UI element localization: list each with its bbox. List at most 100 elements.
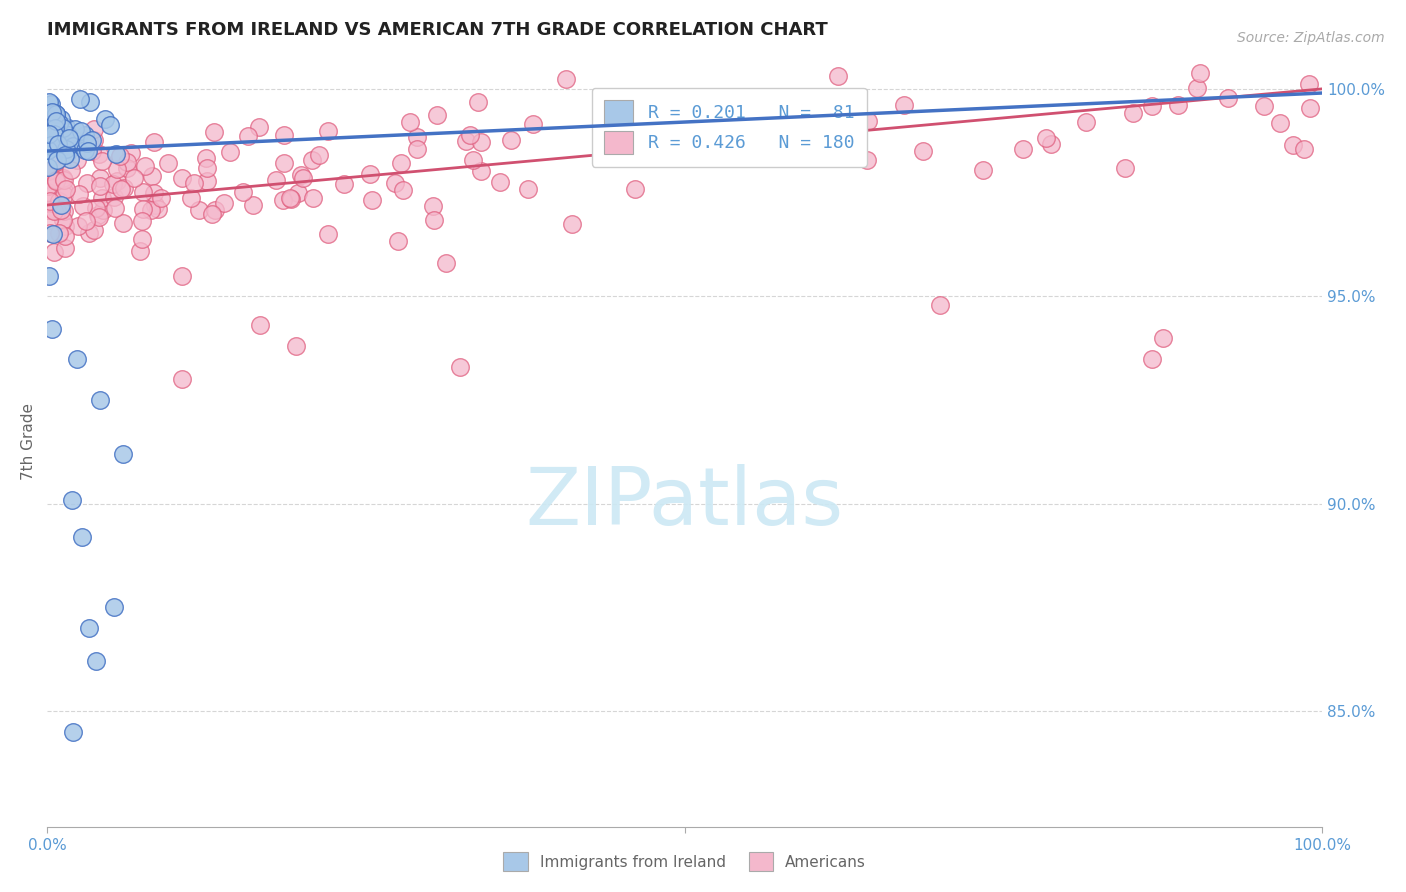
Point (384, 176, 406, 190)
Point (855, 153, 877, 167)
Point (183, 176, 205, 190)
Point (761, 137, 783, 152)
Point (499, 133, 522, 147)
Point (66, 351, 89, 366)
Point (42, 126, 65, 140)
Point (37, 113, 59, 128)
Point (789, 103, 811, 117)
Point (72, 530, 94, 544)
Point (278, 191, 301, 205)
Point (37, 164, 59, 178)
Point (112, 447, 135, 461)
Point (389, 156, 412, 170)
Point (197, 161, 219, 175)
Point (454, 134, 477, 148)
Point (44, 139, 66, 153)
Point (1216, 90, 1239, 104)
Point (38, 213, 60, 227)
Point (77, 226, 100, 240)
Point (53, 219, 76, 234)
Point (132, 202, 155, 216)
Point (422, 199, 444, 213)
Point (41, 134, 63, 148)
Point (37, 125, 59, 139)
Point (38, 125, 60, 139)
Point (143, 197, 166, 211)
Point (280, 192, 302, 206)
Point (42, 125, 65, 139)
Point (41, 322, 63, 336)
Point (42, 204, 65, 219)
Point (856, 113, 879, 128)
Point (52, 213, 75, 227)
Point (45, 106, 67, 120)
Point (38, 134, 60, 148)
Point (89, 147, 111, 161)
Point (194, 151, 217, 165)
Point (45, 174, 67, 188)
Point (89, 171, 111, 186)
Text: IMMIGRANTS FROM IRELAND VS AMERICAN 7TH GRADE CORRELATION CHART: IMMIGRANTS FROM IRELAND VS AMERICAN 7TH … (46, 21, 828, 39)
Point (516, 182, 538, 196)
Point (44, 112, 66, 127)
Point (110, 149, 132, 163)
Point (105, 146, 128, 161)
Point (273, 128, 295, 142)
Point (1292, 142, 1315, 156)
Point (53, 173, 76, 187)
Point (37, 160, 59, 174)
Text: ZIPatlas: ZIPatlas (526, 464, 844, 542)
Point (62, 139, 84, 153)
Point (1074, 115, 1097, 129)
Point (129, 244, 152, 259)
Point (911, 144, 934, 158)
Point (55, 142, 77, 156)
Point (79, 95, 101, 109)
Point (308, 148, 330, 162)
Point (49, 202, 72, 217)
Point (41, 112, 63, 127)
Point (399, 115, 422, 129)
Point (41, 105, 63, 120)
Y-axis label: 7th Grade: 7th Grade (21, 403, 35, 480)
Point (301, 153, 323, 167)
Point (117, 154, 139, 169)
Point (150, 191, 173, 205)
Point (110, 182, 132, 196)
Point (112, 180, 135, 194)
Point (73, 143, 96, 157)
Point (42, 227, 65, 241)
Point (1298, 102, 1320, 116)
Point (46, 154, 69, 169)
Point (39, 97, 62, 112)
Point (76, 144, 98, 158)
Point (273, 156, 295, 170)
Point (55, 120, 77, 134)
Point (827, 69, 849, 83)
Point (685, 150, 707, 164)
Point (242, 198, 264, 212)
Point (661, 121, 683, 136)
Point (273, 193, 295, 207)
Point (52, 170, 75, 185)
Point (264, 172, 287, 186)
Point (170, 268, 193, 283)
Point (131, 232, 153, 246)
Point (197, 174, 219, 188)
Point (49, 112, 72, 126)
Point (48, 194, 70, 208)
Point (187, 202, 209, 217)
Point (434, 256, 457, 270)
Point (662, 132, 685, 146)
Point (359, 167, 381, 181)
Point (831, 137, 853, 152)
Point (90, 153, 112, 168)
Point (91, 203, 114, 218)
Point (470, 136, 492, 150)
Point (52, 121, 75, 136)
Point (66, 153, 89, 168)
Point (467, 95, 489, 110)
Point (58, 131, 80, 145)
Point (292, 171, 315, 186)
Point (45, 113, 67, 128)
